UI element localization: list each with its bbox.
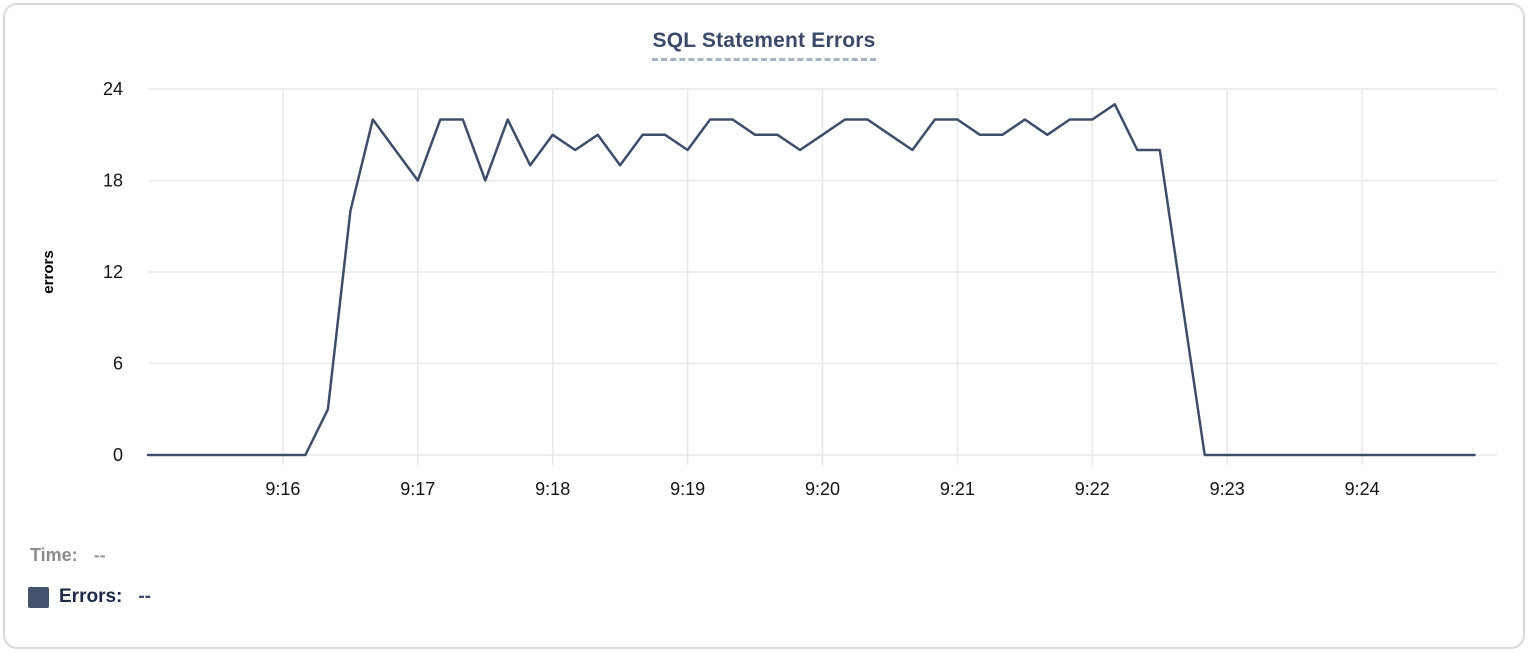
x-tick-label: 9:19 [670,479,705,499]
chart-title-wrap: SQL Statement Errors [5,29,1523,61]
y-tick-label: 24 [103,79,123,99]
x-tick-label: 9:23 [1210,479,1245,499]
time-label: Time: [30,545,78,565]
x-tick-label: 9:24 [1345,479,1380,499]
x-tick-label: 9:17 [400,479,435,499]
chart-title[interactable]: SQL Statement Errors [652,29,876,61]
errors-value: -- [138,586,152,607]
x-tick-label: 9:20 [805,479,840,499]
legend-time-row: Time: -- [30,545,106,566]
errors-series-swatch [28,586,49,608]
y-tick-label: 18 [103,171,123,191]
y-tick-label: 0 [113,445,123,465]
x-tick-label: 9:22 [1075,479,1110,499]
x-tick-label: 9:16 [265,479,300,499]
legend-errors-row: Errors: -- [28,586,151,608]
y-tick-label: 6 [113,354,123,374]
x-tick-label: 9:21 [940,479,975,499]
errors-series-line[interactable] [146,103,1476,457]
y-axis-title: errors [40,250,57,293]
y-tick-label: 12 [103,262,123,282]
x-tick-label: 9:18 [535,479,570,499]
errors-label: Errors: [59,586,123,607]
time-value: -- [93,545,106,565]
chart-svg[interactable]: 0 6 12 18 24 9:16 9:17 9:18 9:19 9:20 9:21 9:22 9:23… [5,5,1528,517]
chart-card: 0 6 12 18 24 9:16 9:17 9:18 9:19 9:20 9:21 9:22 9:23… [3,3,1525,649]
